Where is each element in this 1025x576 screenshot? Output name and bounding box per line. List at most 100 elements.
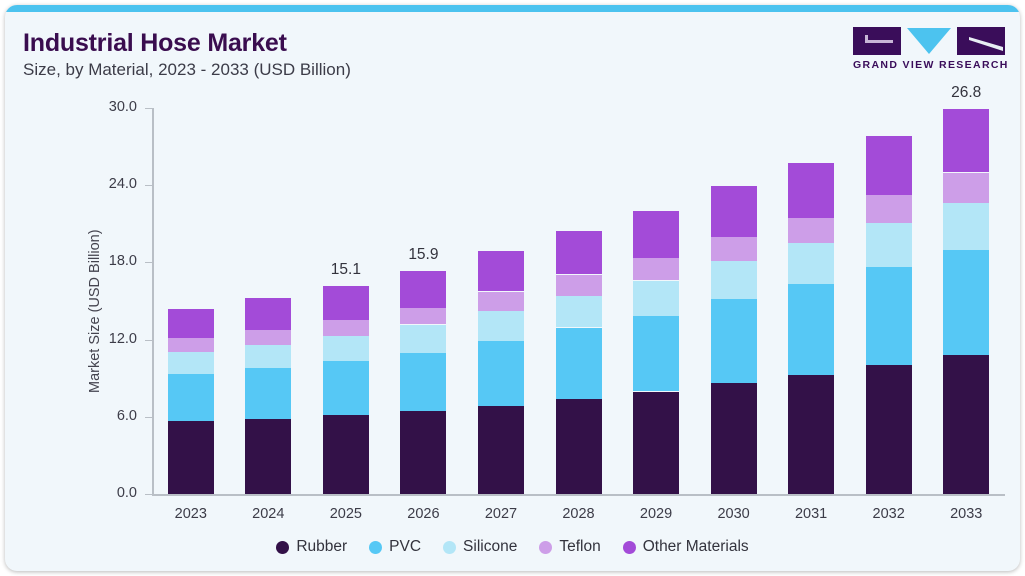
legend-item[interactable]: Rubber	[276, 538, 347, 556]
bar-segment[interactable]	[633, 315, 679, 391]
bar-segment[interactable]	[633, 392, 679, 494]
bar-segment[interactable]	[245, 298, 291, 330]
x-axis-tick-label: 2029	[639, 506, 673, 522]
bar-segment[interactable]	[400, 411, 446, 494]
bar-segment[interactable]	[943, 203, 989, 250]
bar-segment[interactable]	[245, 368, 291, 419]
gvr-logo-mark	[853, 27, 1005, 55]
bar-segment[interactable]	[323, 320, 369, 336]
y-axis-line	[152, 108, 154, 495]
bar-segment[interactable]	[788, 163, 834, 218]
legend-item-label: PVC	[389, 538, 422, 555]
bar-segment[interactable]	[168, 374, 214, 421]
bar-segment[interactable]	[168, 352, 214, 374]
bar-segment[interactable]	[556, 328, 602, 399]
bar-segment[interactable]	[478, 251, 524, 291]
bar-segment[interactable]	[478, 311, 524, 341]
bar-segment[interactable]	[711, 186, 757, 237]
y-axis-tick-label: 24.0	[108, 176, 137, 193]
bar-segment[interactable]	[788, 243, 834, 284]
y-axis-tick	[145, 108, 152, 109]
bar-segment[interactable]	[400, 307, 446, 324]
y-axis-tick-label: 30.0	[108, 99, 137, 115]
legend-item[interactable]: Silicone	[443, 538, 517, 556]
grand-view-research-logo: GRAND VIEW RESEARCH	[853, 27, 1009, 77]
x-axis-tick-label: 2033	[950, 506, 983, 522]
bar-segment[interactable]	[168, 309, 214, 338]
bar-segment[interactable]	[478, 292, 524, 311]
y-axis-tick-label: 18.0	[108, 253, 137, 270]
legend-item-label: Rubber	[296, 538, 348, 555]
bar-segment[interactable]	[788, 217, 834, 243]
legend-item-label: Teflon	[559, 538, 601, 555]
bar-segment[interactable]	[866, 136, 912, 195]
chart-card: Industrial Hose Market Size, by Material…	[5, 5, 1020, 571]
bar-segment[interactable]	[788, 284, 834, 375]
legend-swatch-icon	[369, 540, 383, 554]
bar-segment[interactable]	[400, 325, 446, 353]
bar-segment[interactable]	[866, 267, 912, 365]
bar-segment[interactable]	[866, 223, 912, 267]
bar-segment[interactable]	[400, 352, 446, 411]
bar-segment[interactable]	[788, 375, 834, 494]
x-axis-tick-label: 2023	[174, 506, 207, 522]
bar-segment[interactable]	[323, 286, 369, 320]
chart-legend: Rubber PVC Silicone Teflon Other Materials	[5, 538, 1020, 556]
bar-segment[interactable]	[168, 420, 214, 494]
bar-segment[interactable]	[633, 211, 679, 258]
bar-segment[interactable]	[245, 419, 291, 494]
y-axis-tick-label: 0.0	[116, 485, 137, 501]
legend-swatch-icon	[443, 540, 457, 554]
top-accent-bar	[5, 5, 1020, 12]
bar-segment[interactable]	[711, 261, 757, 299]
bar-segment[interactable]	[400, 271, 446, 308]
bar-segment[interactable]	[168, 338, 214, 352]
bar-segment[interactable]	[633, 281, 679, 316]
bar-segment[interactable]	[943, 355, 989, 494]
x-axis-tick-label: 2030	[717, 506, 750, 522]
y-axis-tick	[145, 262, 152, 263]
bar-segment[interactable]	[943, 109, 989, 172]
legend-item[interactable]: PVC	[369, 538, 421, 556]
y-axis-tick-label: 6.0	[116, 407, 137, 424]
page-title: Industrial Hose Market	[23, 29, 287, 57]
bar-segment[interactable]	[323, 336, 369, 361]
bar-segment[interactable]	[711, 237, 757, 261]
y-axis-tick	[145, 340, 152, 341]
page-subtitle: Size, by Material, 2023 - 2033 (USD Bill…	[23, 60, 351, 79]
logo-wordmark: GRAND VIEW RESEARCH	[853, 59, 1009, 71]
bar-value-label: 15.9	[408, 245, 439, 263]
legend-item[interactable]: Other Materials	[622, 538, 749, 556]
bar-segment[interactable]	[478, 405, 524, 494]
y-axis-tick	[145, 417, 152, 418]
bar-segment[interactable]	[943, 250, 989, 355]
bar-value-label: 26.8	[951, 84, 982, 102]
x-axis-tick-label: 2024	[252, 506, 285, 522]
x-axis-tick-label: 2026	[407, 506, 440, 522]
bar-value-label: 15.1	[330, 261, 361, 279]
bar-segment[interactable]	[633, 258, 679, 280]
bar-segment[interactable]	[866, 195, 912, 223]
bar-segment[interactable]	[556, 275, 602, 296]
bar-segment[interactable]	[245, 330, 291, 345]
bar-segment[interactable]	[556, 399, 602, 494]
legend-swatch-icon	[276, 540, 290, 554]
bar-segment[interactable]	[245, 344, 291, 368]
x-axis-tick-label: 2032	[872, 506, 905, 522]
bar-segment[interactable]	[711, 383, 757, 494]
bar-segment[interactable]	[556, 295, 602, 327]
bar-segment[interactable]	[323, 415, 369, 494]
bar-segment[interactable]	[556, 231, 602, 274]
legend-swatch-icon	[622, 540, 636, 554]
y-axis-tick	[145, 494, 152, 495]
bar-segment[interactable]	[866, 365, 912, 494]
y-axis-tick-label: 12.0	[108, 330, 137, 347]
legend-item[interactable]: Teflon	[539, 538, 601, 556]
bar-segment[interactable]	[943, 173, 989, 203]
bar-segment[interactable]	[478, 341, 524, 406]
bar-segment[interactable]	[323, 361, 369, 415]
x-axis-tick-label: 2031	[794, 506, 828, 522]
x-axis-line	[152, 494, 1005, 496]
legend-item-label: Silicone	[463, 538, 518, 555]
bar-segment[interactable]	[711, 299, 757, 383]
